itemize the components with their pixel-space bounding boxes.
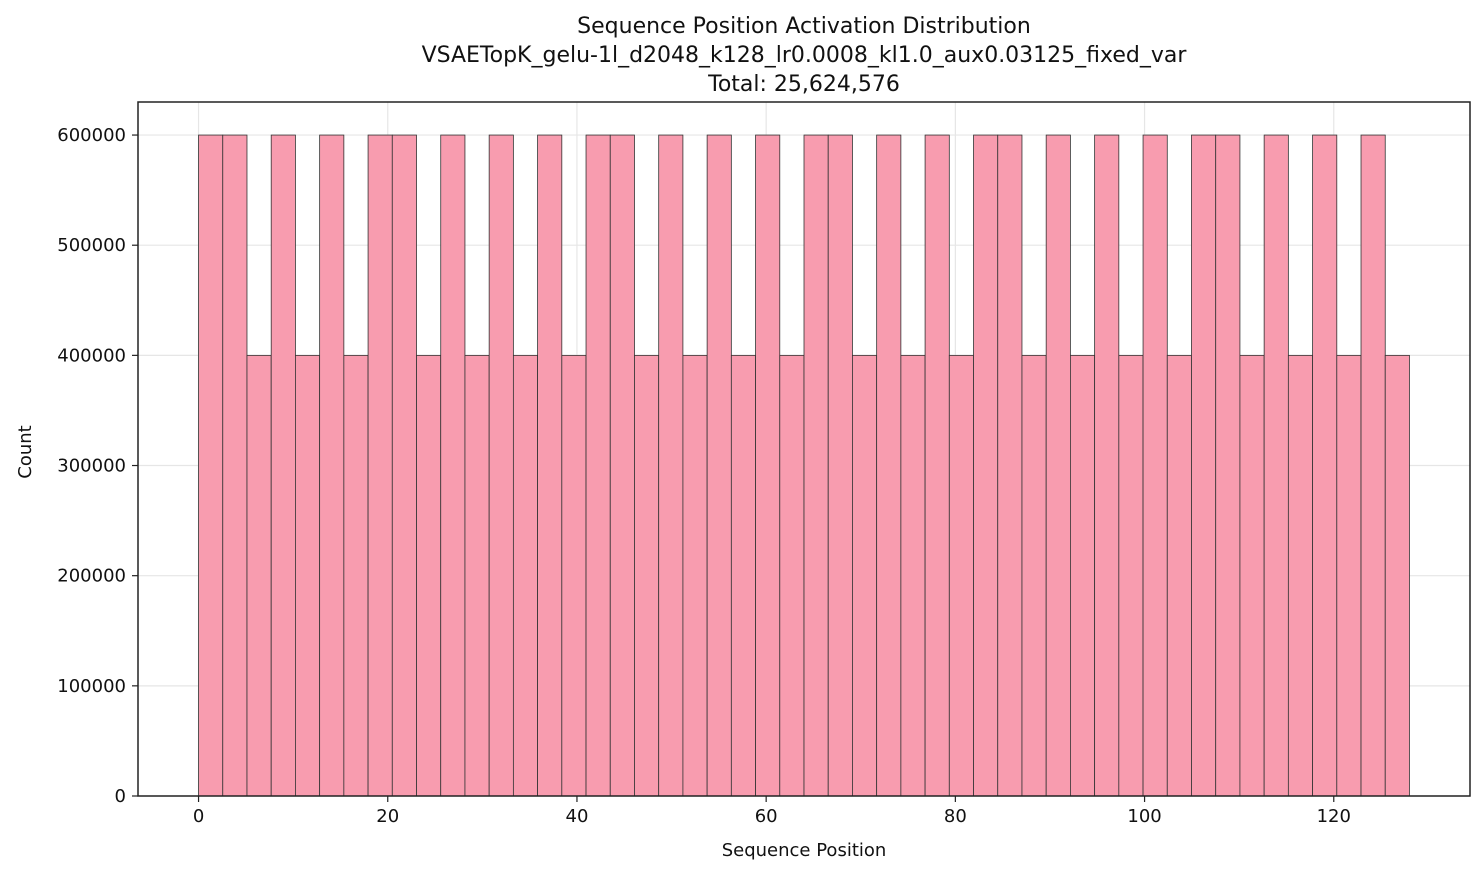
histogram-bar xyxy=(755,134,781,797)
histogram-bar xyxy=(973,134,999,797)
histogram-bar xyxy=(1360,134,1386,797)
histogram-bar xyxy=(682,354,708,797)
histogram-bar xyxy=(270,134,296,797)
histogram-bar xyxy=(1384,354,1410,797)
histogram-bar xyxy=(295,354,321,797)
histogram-bar xyxy=(343,354,369,797)
y-tick-label: 500000 xyxy=(57,235,126,256)
histogram-bar xyxy=(319,134,345,797)
y-tick-label: 300000 xyxy=(57,456,126,477)
histogram-bar xyxy=(1215,134,1241,797)
y-axis-ticks: 0 100000 200000 300000 400000 500000 600000 xyxy=(57,125,138,807)
plot-frame xyxy=(137,101,1471,797)
histogram-bar xyxy=(658,134,684,797)
histogram-bar xyxy=(198,134,224,797)
x-tick-label: 60 xyxy=(755,806,778,827)
histogram-bar xyxy=(1045,134,1071,797)
histogram-bar xyxy=(1142,134,1168,797)
x-tick-label: 80 xyxy=(944,806,967,827)
histogram-bar xyxy=(1191,134,1217,797)
histogram-bar xyxy=(1239,354,1265,797)
histogram-bar xyxy=(488,134,514,797)
histogram-bar xyxy=(706,134,732,797)
y-tick-label: 400000 xyxy=(57,345,126,366)
x-axis-ticks: 0 20 40 60 80 100 120 xyxy=(193,796,1351,827)
histogram-bar xyxy=(1166,354,1192,797)
histogram-bar xyxy=(900,354,926,797)
histogram-bar xyxy=(464,354,490,797)
histogram-bar xyxy=(512,354,539,797)
histogram-bar xyxy=(1118,354,1144,797)
histogram-bar xyxy=(585,134,611,797)
histogram-bar xyxy=(440,134,466,797)
histogram-bar xyxy=(391,134,417,797)
chart-subtitle: VSAETopK_gelu-1l_d2048_k128_lr0.0008_kl1… xyxy=(422,43,1188,68)
histogram-bar xyxy=(634,354,660,797)
histogram-bar xyxy=(1287,354,1313,797)
histogram-bar xyxy=(779,354,805,797)
y-tick-label: 600000 xyxy=(57,125,126,146)
histogram-bar xyxy=(1336,354,1362,797)
histogram-bar xyxy=(367,134,393,797)
histogram-bar xyxy=(1094,134,1120,797)
y-tick-label: 200000 xyxy=(57,566,126,587)
chart-total-label: Total: 25,624,576 xyxy=(707,72,900,97)
histogram-bar xyxy=(827,134,853,797)
x-tick-label: 120 xyxy=(1317,806,1351,827)
histogram-bar xyxy=(1021,354,1047,797)
histogram-bar xyxy=(246,354,272,797)
histogram-bar xyxy=(876,134,902,797)
histogram-bar xyxy=(924,134,950,797)
y-axis-label: Count xyxy=(15,425,36,478)
histogram-bar xyxy=(803,134,829,797)
histogram-bars xyxy=(198,134,1410,797)
histogram-bar xyxy=(561,354,587,797)
y-tick-label: 0 xyxy=(115,786,126,807)
histogram-bar xyxy=(852,354,878,797)
histogram-bar xyxy=(1070,354,1096,797)
histogram-bar xyxy=(222,134,248,797)
histogram-bar xyxy=(537,134,563,797)
x-tick-label: 20 xyxy=(376,806,399,827)
histogram-bar xyxy=(1312,134,1338,797)
x-tick-label: 40 xyxy=(566,806,589,827)
histogram-bar xyxy=(416,354,442,797)
x-axis-label: Sequence Position xyxy=(722,840,887,861)
histogram-bar xyxy=(948,354,974,797)
histogram-bar xyxy=(609,134,635,797)
histogram-bar xyxy=(730,354,756,797)
x-tick-label: 0 xyxy=(193,806,204,827)
x-tick-label: 100 xyxy=(1127,806,1161,827)
histogram-bar xyxy=(1263,134,1289,797)
y-tick-label: 100000 xyxy=(57,676,126,697)
histogram-bar xyxy=(997,134,1023,797)
chart-title: Sequence Position Activation Distributio… xyxy=(577,14,1031,39)
